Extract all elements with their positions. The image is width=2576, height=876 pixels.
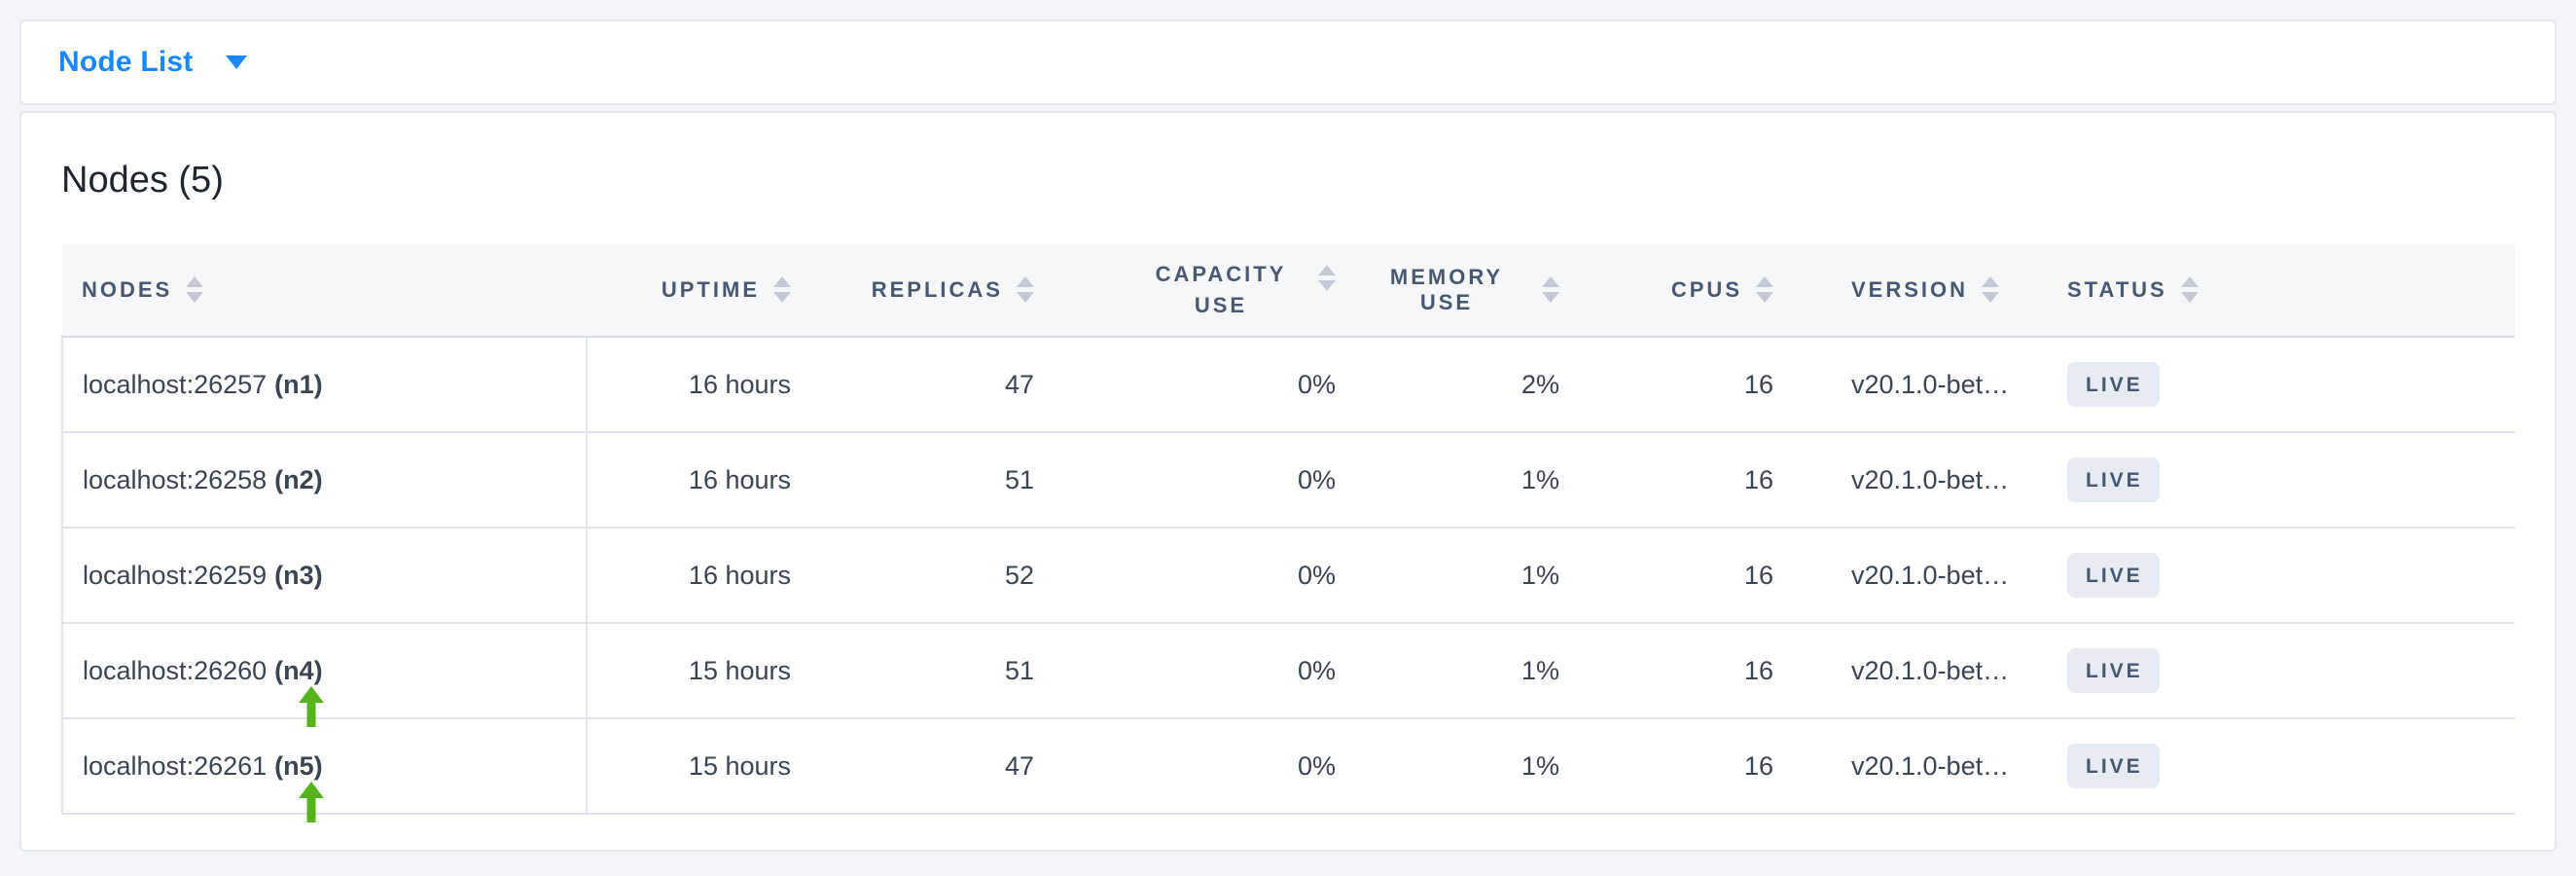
nodes-panel: Nodes (5) NODES UPTIME: [19, 111, 2557, 852]
table-header: NODES UPTIME REPLICAS: [62, 243, 2515, 338]
cell-status: LIVE: [2026, 623, 2515, 719]
cell-cpus: 16: [1589, 623, 1803, 719]
column-header-status[interactable]: STATUS: [2026, 243, 2515, 338]
cell-status: LIVE: [2026, 337, 2515, 433]
sort-icon: [1318, 264, 1336, 291]
column-label: CPUS: [1670, 276, 1742, 302]
cell-capacity-use: 0%: [1063, 432, 1365, 529]
cell-replicas: 51: [820, 432, 1063, 529]
annotation-arrow-up-icon: [299, 782, 324, 822]
cell-replicas: 47: [820, 718, 1063, 815]
cell-capacity-use: 0%: [1063, 528, 1365, 624]
column-label: CAPACITY USE: [1155, 261, 1287, 317]
nodes-table: NODES UPTIME REPLICAS: [61, 243, 2515, 822]
node-address: localhost:26261: [83, 750, 268, 781]
column-label: MEMORY USE: [1389, 264, 1504, 314]
status-badge: LIVE: [2067, 648, 2160, 693]
table-body: localhost:26257 (n1) 16 hours 47 0% 2% 16…: [61, 337, 2515, 822]
cell-memory-use: 1%: [1365, 718, 1589, 815]
cell-capacity-use: 0%: [1063, 718, 1365, 815]
sort-icon: [1982, 276, 2000, 303]
node-id: (n1): [274, 369, 323, 399]
column-label: REPLICAS: [871, 276, 1003, 302]
cell-status: LIVE: [2026, 528, 2515, 624]
cell-memory-use: 2%: [1365, 337, 1589, 433]
cell-memory-use: 1%: [1365, 432, 1589, 529]
cell-replicas: 52: [820, 528, 1063, 624]
sort-icon: [773, 276, 791, 303]
status-badge: LIVE: [2067, 744, 2160, 788]
status-badge: LIVE: [2067, 553, 2160, 598]
table-row: localhost:26258 (n2) 16 hours 51 0% 1% 16…: [61, 432, 2515, 529]
cell-version: v20.1.0-bet…: [1803, 528, 2026, 624]
column-header-capacity-use[interactable]: CAPACITY USE: [1063, 243, 1365, 338]
status-badge: LIVE: [2067, 457, 2160, 502]
cell-version: v20.1.0-bet…: [1803, 718, 2026, 815]
cell-node-address: localhost:26260 (n4): [61, 623, 588, 727]
cell-uptime: 16 hours: [587, 337, 820, 433]
column-header-replicas[interactable]: REPLICAS: [820, 243, 1063, 338]
cell-memory-use: 1%: [1365, 623, 1589, 719]
cell-cpus: 16: [1589, 528, 1803, 624]
cell-version: v20.1.0-bet…: [1803, 337, 2026, 433]
cell-status: LIVE: [2026, 432, 2515, 529]
column-header-memory-use[interactable]: MEMORY USE: [1365, 243, 1589, 338]
cell-capacity-use: 0%: [1063, 337, 1365, 433]
cell-uptime: 16 hours: [587, 528, 820, 624]
cell-cpus: 16: [1589, 337, 1803, 433]
column-header-cpus[interactable]: CPUS: [1589, 243, 1803, 338]
column-label: STATUS: [2067, 276, 2167, 302]
node-address: localhost:26257: [83, 369, 268, 399]
cell-status: LIVE: [2026, 718, 2515, 815]
column-header-version[interactable]: VERSION: [1803, 243, 2026, 338]
page-header: Node List: [19, 19, 2557, 105]
sort-icon: [1542, 276, 1559, 303]
sort-icon: [186, 276, 204, 303]
table-row: localhost:26260 (n4) 15 hours 51 0% 1% 16…: [61, 623, 2515, 727]
node-id: (n5): [274, 750, 323, 781]
sort-icon: [1017, 276, 1034, 303]
cell-node-address: localhost:26261 (n5): [61, 718, 588, 822]
node-address: localhost:26259: [83, 560, 268, 590]
cell-memory-use: 1%: [1365, 528, 1589, 624]
column-header-uptime[interactable]: UPTIME: [587, 243, 820, 338]
cell-cpus: 16: [1589, 432, 1803, 529]
table-row: localhost:26259 (n3) 16 hours 52 0% 1% 16…: [61, 528, 2515, 624]
node-list-dropdown[interactable]: Node List: [58, 46, 248, 79]
page-title: Nodes (5): [61, 160, 224, 201]
node-id: (n2): [274, 464, 323, 494]
node-id: (n3): [274, 560, 323, 590]
column-label: UPTIME: [661, 276, 760, 302]
cell-uptime: 16 hours: [587, 432, 820, 529]
cell-node-address: localhost:26259 (n3): [61, 528, 588, 624]
node-list-dropdown-label: Node List: [58, 46, 194, 78]
cell-uptime: 15 hours: [587, 623, 820, 719]
cell-uptime: 15 hours: [587, 718, 820, 815]
node-address: localhost:26258: [83, 464, 268, 494]
column-header-nodes[interactable]: NODES: [62, 243, 587, 338]
cell-replicas: 51: [820, 623, 1063, 719]
annotation-arrow-up-icon: [299, 686, 324, 727]
status-badge: LIVE: [2067, 362, 2160, 407]
sort-icon: [2180, 276, 2199, 303]
cell-capacity-use: 0%: [1063, 623, 1365, 719]
cell-node-address: localhost:26258 (n2): [61, 432, 588, 529]
chevron-down-icon: [226, 55, 248, 69]
column-label: VERSION: [1851, 276, 1969, 302]
cell-version: v20.1.0-bet…: [1803, 432, 2026, 529]
sort-icon: [1756, 276, 1773, 303]
cell-version: v20.1.0-bet…: [1803, 623, 2026, 719]
table-row: localhost:26261 (n5) 15 hours 47 0% 1% 16…: [61, 718, 2515, 822]
cell-replicas: 47: [820, 337, 1063, 433]
column-label: NODES: [82, 276, 173, 302]
table-row: localhost:26257 (n1) 16 hours 47 0% 2% 16…: [61, 337, 2515, 433]
cell-node-address: localhost:26257 (n1): [61, 337, 588, 433]
cell-cpus: 16: [1589, 718, 1803, 815]
node-address: localhost:26260: [83, 655, 268, 685]
node-id: (n4): [274, 655, 323, 685]
